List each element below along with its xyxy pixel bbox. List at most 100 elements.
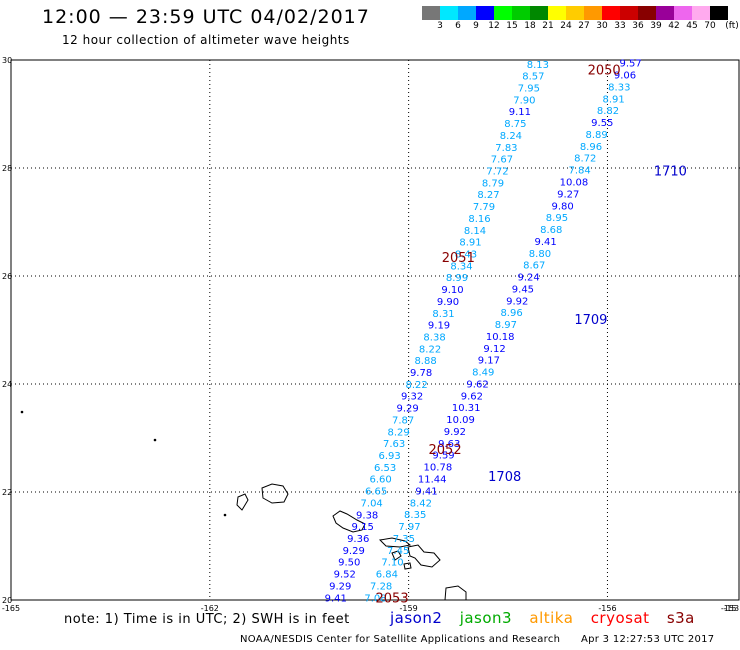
wave-height-value: 9.62 <box>461 391 483 402</box>
lat-tick-label: 22 <box>2 488 12 497</box>
wave-height-value: 9.15 <box>352 522 374 533</box>
wave-height-value: 9.29 <box>396 404 418 415</box>
legend-label: 42 <box>668 21 680 31</box>
graticule <box>10 59 740 601</box>
wave-height-value: 10.31 <box>452 403 481 414</box>
legend-label: 70 <box>704 21 716 31</box>
legend-label: 36 <box>632 21 644 31</box>
wave-height-value: 7.28 <box>370 581 392 592</box>
legend-label: 3 <box>437 21 443 31</box>
wave-height-value: 8.43 <box>455 249 477 260</box>
island-molokai <box>378 537 412 548</box>
wave-height-value: 8.97 <box>495 320 517 331</box>
island-lanai <box>391 550 402 561</box>
wave-height-value: 9.57 <box>620 59 642 70</box>
wave-height-value: 9.41 <box>534 237 556 248</box>
legend-swatch <box>476 6 494 20</box>
wave-height-value: 7.08 <box>364 593 386 604</box>
satellite-legend: jason2 jason3 altika cryosat s3a <box>390 609 707 627</box>
wave-height-value: 9.27 <box>557 189 579 200</box>
wave-height-value: 8.24 <box>500 131 522 142</box>
legend-labels: 3 6 9 12 15 18 21 24 27 30 33 36 39 42 45 70 (ft) <box>422 20 740 32</box>
wave-height-value: 9.36 <box>347 534 369 545</box>
wave-height-value: 7.83 <box>495 143 517 154</box>
wave-height-value: 9.59 <box>432 451 454 462</box>
wave-height-value: 8.95 <box>546 213 568 224</box>
wave-height-value: 9.06 <box>614 71 636 82</box>
lon-tick-label: -159 <box>400 604 418 613</box>
wave-height-value: 7.04 <box>361 498 383 509</box>
legend-label: 6 <box>455 21 461 31</box>
wave-height-value: 10.78 <box>424 463 453 474</box>
legend-label: 21 <box>542 21 554 31</box>
wave-height-value: 8.96 <box>580 142 602 153</box>
island-kauai <box>261 483 289 504</box>
pass-labels: 2050 1710 2051 1709 2052 1708 2053 <box>376 64 687 607</box>
islet <box>223 513 227 517</box>
wave-height-value: 9.10 <box>441 285 463 296</box>
legend-label: 12 <box>488 21 500 31</box>
legend-swatch <box>710 6 728 20</box>
satellite-cryosat: cryosat <box>590 609 650 627</box>
wave-height-value: 9.19 <box>428 321 450 332</box>
wave-height-value: 7.45 <box>387 546 409 557</box>
wave-height-value: 9.92 <box>444 427 466 438</box>
wave-height-value: 9.41 <box>415 486 437 497</box>
wave-height-value: 7.95 <box>518 83 540 94</box>
color-legend: 3 6 9 12 15 18 21 24 27 30 33 36 39 42 45 70 (ft) <box>422 6 740 32</box>
islet <box>153 438 157 442</box>
wave-height-value: 8.13 <box>527 60 549 71</box>
legend-label: 45 <box>686 21 698 31</box>
generated-timestamp: Apr 3 12:27:53 UTC 2017 <box>581 634 715 645</box>
island-niihau <box>236 493 249 511</box>
wave-height-value: 9.29 <box>343 546 365 557</box>
wave-height-value: 9.90 <box>437 297 459 308</box>
legend-label: 9 <box>473 21 479 31</box>
legend-unit: (ft) <box>725 21 739 31</box>
pass-number-label: 2051 <box>442 251 475 266</box>
legend-label: 30 <box>596 21 608 31</box>
lon-tick-label: -153 <box>721 604 739 613</box>
wave-height-value: 7.72 <box>486 166 508 177</box>
wave-height-value: 9.41 <box>325 593 347 604</box>
pass-number-label: 1708 <box>488 470 521 485</box>
lat-tick-label: 20 <box>2 596 12 605</box>
wave-height-value: 9.52 <box>334 570 356 581</box>
lat-tick-label: 28 <box>2 164 12 173</box>
wave-height-value: 11.44 <box>418 475 447 486</box>
wave-height-value: 8.99 <box>446 273 468 284</box>
islet <box>20 410 24 414</box>
legend-swatch <box>440 6 458 20</box>
chart-title: 12:00 — 23:59 UTC 04/02/2017 <box>42 6 370 28</box>
wave-height-value: 9.80 <box>551 201 573 212</box>
wave-height-value: 8.96 <box>500 308 522 319</box>
island-oahu <box>332 510 366 533</box>
map-frame <box>10 59 740 601</box>
wave-height-value: 9.32 <box>401 392 423 403</box>
wave-height-value: 6.84 <box>376 570 398 581</box>
legend-label: 33 <box>614 21 626 31</box>
wave-height-value: 8.89 <box>585 130 607 141</box>
pass-number-label: 2050 <box>588 64 621 79</box>
wave-height-value: 10.09 <box>446 415 475 426</box>
wave-height-value: 9.12 <box>483 344 505 355</box>
wave-height-value: 9.92 <box>506 296 528 307</box>
wave-height-value: 8.16 <box>468 214 490 225</box>
wave-height-value: 8.79 <box>482 178 504 189</box>
pass-number-label: 2053 <box>376 591 409 606</box>
legend-swatch <box>458 6 476 20</box>
legend-swatch <box>602 6 620 20</box>
legend-swatch <box>530 6 548 20</box>
wave-height-value: 7.10 <box>381 558 403 569</box>
legend-swatch <box>638 6 656 20</box>
legend-label: 24 <box>560 21 572 31</box>
legend-label: 18 <box>524 21 536 31</box>
wave-height-value: 8.31 <box>432 309 454 320</box>
wave-height-value: 9.62 <box>466 379 488 390</box>
legend-swatch <box>548 6 566 20</box>
satellite-s3a: s3a <box>666 609 695 627</box>
wave-height-value: 7.97 <box>398 522 420 533</box>
wave-height-value: 8.72 <box>574 154 596 165</box>
island-hawaii <box>444 585 467 601</box>
lon-tick-label: -156 <box>598 604 616 613</box>
